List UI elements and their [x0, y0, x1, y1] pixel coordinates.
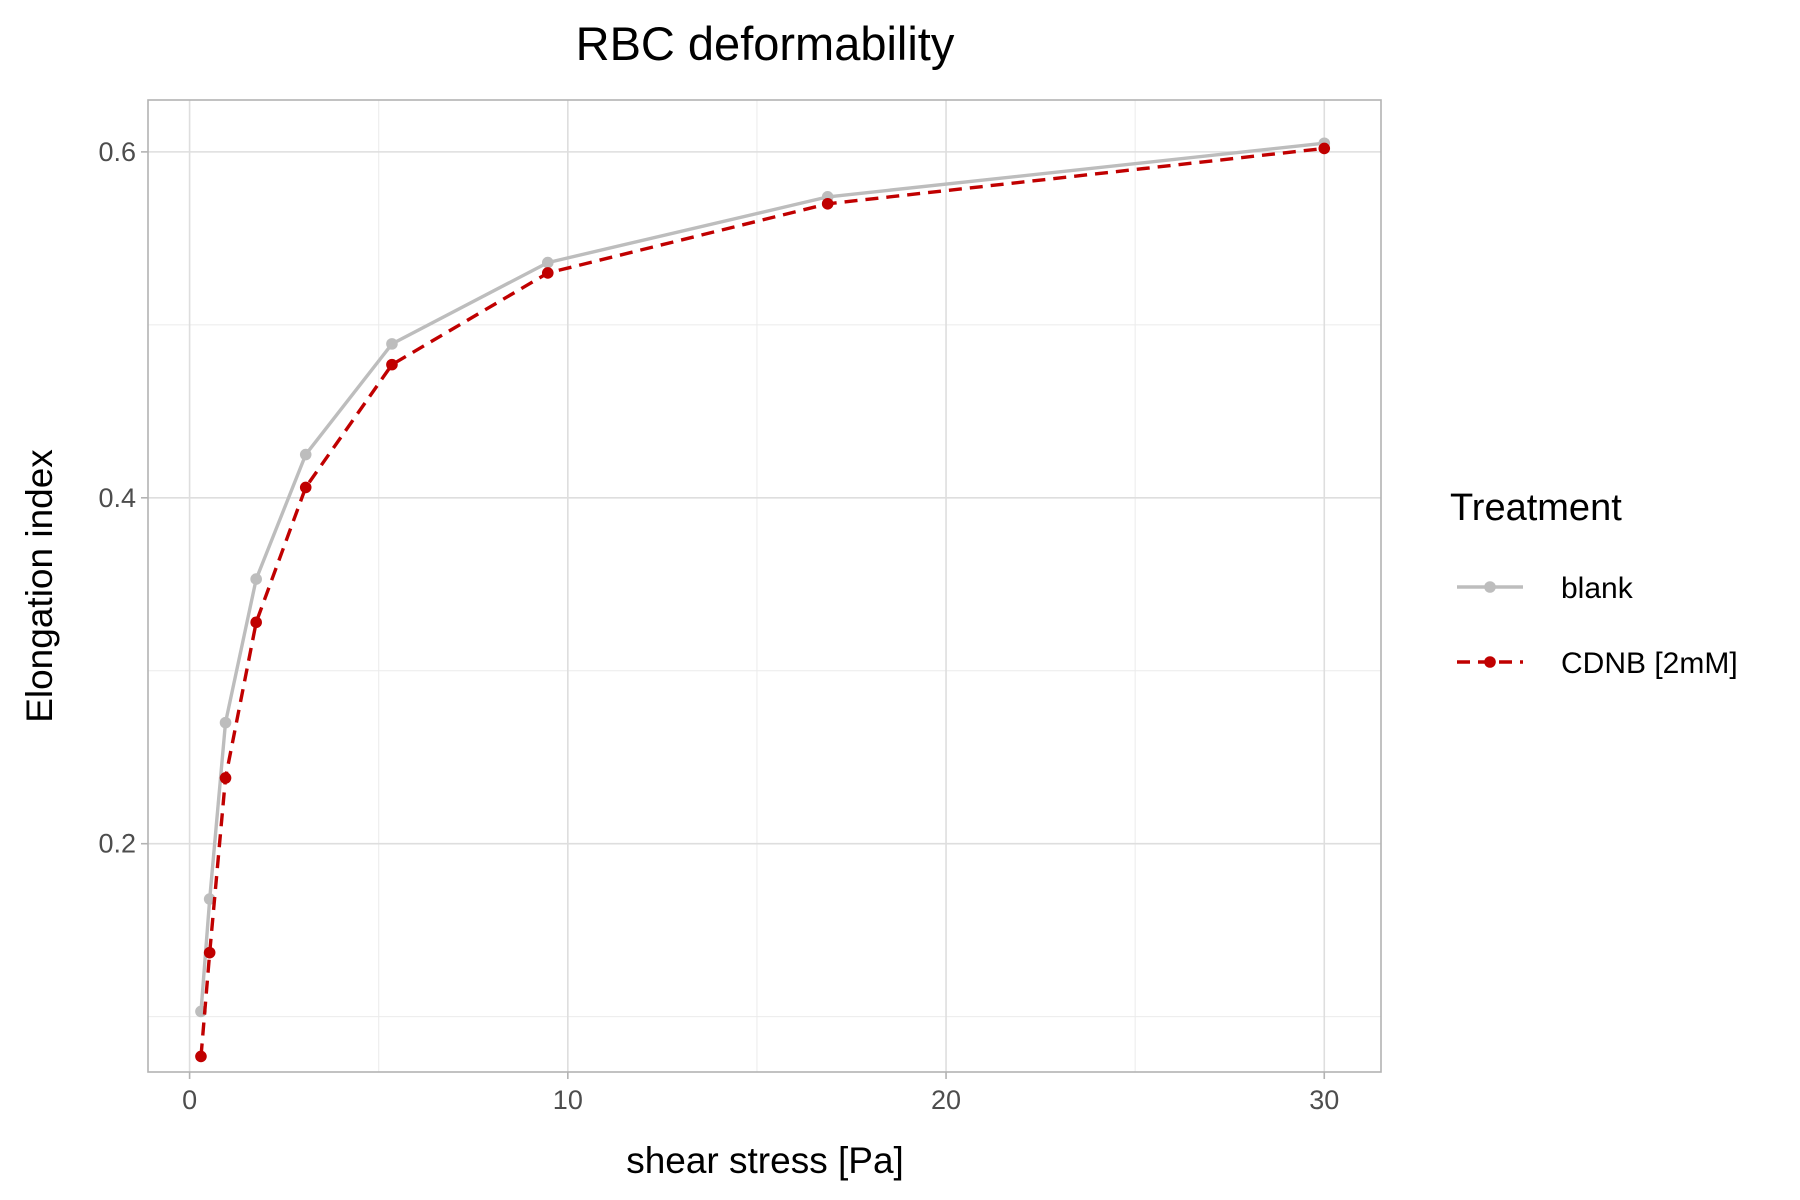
legend: Treatment blank CDNB [2mM] [1450, 487, 1738, 680]
plot-panel-border [147, 99, 1382, 1073]
legend-item: blank [1457, 572, 1634, 605]
legend-key-point [1484, 656, 1496, 668]
data-point [250, 616, 262, 629]
data-point [541, 256, 554, 269]
data-point [203, 893, 216, 905]
x-tick-label: 30 [1309, 1085, 1339, 1115]
legend-key-point [1484, 581, 1496, 593]
x-tick-label: 20 [931, 1085, 961, 1115]
y-axis-title: Elongation index [19, 449, 60, 723]
y-tick-label: 0.6 [98, 137, 136, 167]
x-axis: 0 10 20 30 [182, 1072, 1339, 1115]
y-axis: 0.2 0.4 0.6 [98, 137, 148, 859]
legend-item: CDNB [2mM] [1457, 647, 1738, 680]
data-point [1318, 142, 1331, 155]
data-point [195, 1050, 207, 1063]
series-layer [195, 137, 1331, 1063]
legend-title: Treatment [1450, 487, 1622, 529]
data-point [386, 338, 398, 350]
data-point [386, 358, 398, 371]
data-point [821, 197, 834, 210]
data-point [299, 448, 312, 461]
legend-label: blank [1561, 572, 1634, 605]
x-axis-title: shear stress [Pa] [626, 1140, 904, 1181]
legend-label: CDNB [2mM] [1561, 647, 1738, 680]
series-line [199, 141, 1325, 1012]
y-tick-label: 0.2 [98, 829, 136, 859]
chart-title: RBC deformability [576, 17, 955, 70]
data-point [219, 716, 232, 729]
data-point [203, 946, 216, 959]
x-tick-label: 10 [553, 1085, 583, 1115]
data-point [541, 267, 554, 279]
x-tick-label: 0 [182, 1085, 197, 1115]
series-line [199, 146, 1325, 1057]
series-cdnb-2mm [195, 142, 1331, 1063]
legend-items: blank CDNB [2mM] [1457, 572, 1738, 680]
data-point [299, 481, 312, 494]
y-tick-label: 0.4 [98, 483, 136, 513]
series-blank [195, 137, 1331, 1018]
data-point [219, 772, 232, 784]
data-point [250, 573, 262, 585]
grid [148, 100, 1381, 1072]
